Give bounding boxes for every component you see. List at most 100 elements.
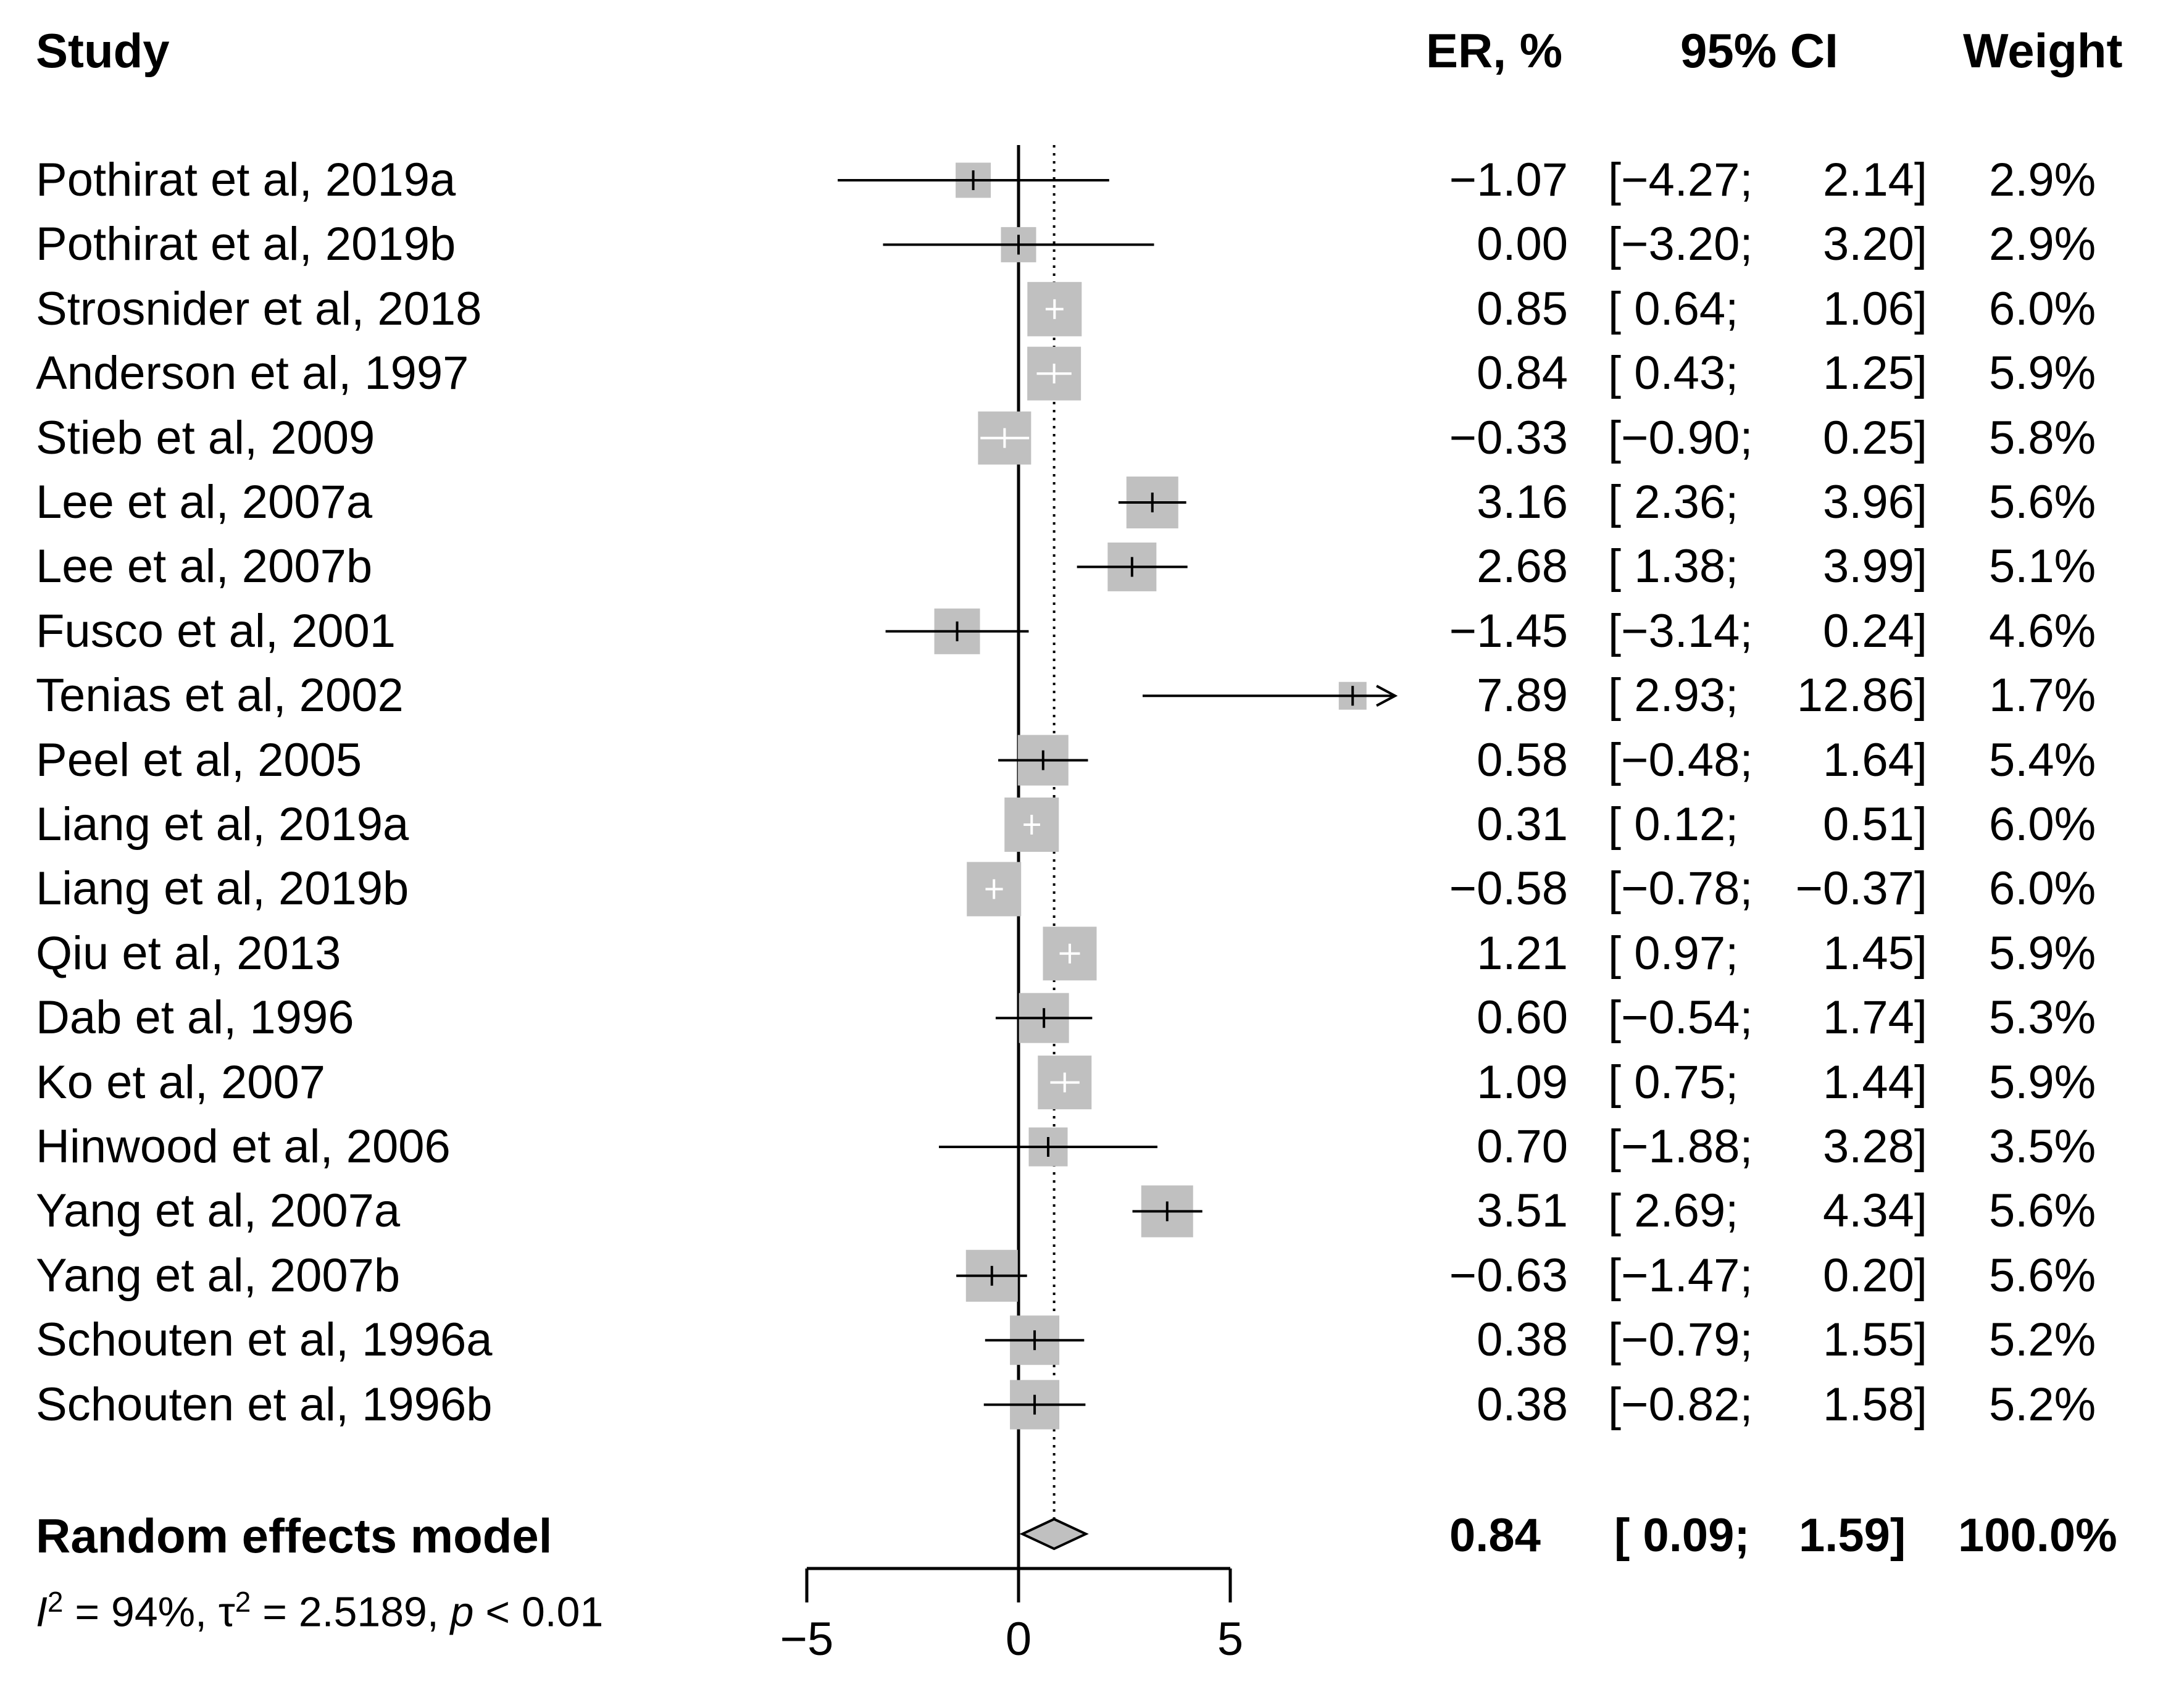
study-ci-high: 3.28] bbox=[1822, 1120, 1927, 1173]
study-ci-low: [ 0.75; bbox=[1608, 1056, 1739, 1109]
study-weight: 2.9% bbox=[1989, 218, 2096, 271]
study-weight: 5.8% bbox=[1989, 411, 2096, 464]
study-ci-high: 12.86] bbox=[1796, 669, 1927, 722]
summary-ci-low: [ 0.09; bbox=[1614, 1509, 1750, 1562]
study-ci-high: −0.37] bbox=[1795, 862, 1927, 915]
study-ci-low: [−4.27; bbox=[1608, 154, 1753, 206]
study-er: 1.09 bbox=[1477, 1056, 1568, 1109]
summary-weight: 100.0% bbox=[1958, 1509, 2117, 1562]
study-ci-high: 1.64] bbox=[1822, 733, 1927, 786]
study-weight: 5.9% bbox=[1989, 927, 2096, 980]
summary-label: Random effects model bbox=[36, 1509, 552, 1563]
study-ci-high: 3.20] bbox=[1822, 218, 1927, 271]
x-axis-tick-label: 0 bbox=[1006, 1613, 1031, 1665]
study-ci-low: [−3.14; bbox=[1608, 604, 1753, 657]
study-weight: 5.4% bbox=[1989, 733, 2096, 786]
study-er: 7.89 bbox=[1477, 669, 1568, 722]
study-ci-high: 3.96] bbox=[1822, 476, 1927, 528]
heterogeneity-stats: I2 = 94%, τ2 = 2.5189, p < 0.01 bbox=[36, 1571, 603, 1643]
study-weight: 5.6% bbox=[1989, 1249, 2096, 1302]
study-ci-high: 2.14] bbox=[1822, 154, 1927, 206]
ci-overflow-arrow bbox=[1376, 685, 1398, 707]
x-axis-tick-label: 5 bbox=[1217, 1613, 1243, 1665]
x-axis-tick-label: −5 bbox=[780, 1613, 834, 1665]
study-label: Fusco et al, 2001 bbox=[36, 604, 396, 657]
study-label: Pothirat et al, 2019b bbox=[36, 218, 456, 271]
study-ci-low: [−0.54; bbox=[1608, 991, 1753, 1044]
study-ci-high: 1.58] bbox=[1822, 1378, 1927, 1431]
study-er: −0.63 bbox=[1449, 1249, 1568, 1302]
summary-diamond bbox=[1019, 1517, 1089, 1551]
study-er: −0.33 bbox=[1449, 411, 1568, 464]
study-er: −1.07 bbox=[1449, 154, 1568, 206]
study-label: Peel et al, 2005 bbox=[36, 733, 362, 786]
study-weight: 6.0% bbox=[1989, 862, 2096, 915]
study-ci-low: [ 0.43; bbox=[1608, 347, 1739, 400]
study-weight: 5.6% bbox=[1989, 1185, 2096, 1238]
study-er: 0.84 bbox=[1477, 347, 1568, 400]
study-ci-high: 1.06] bbox=[1822, 282, 1927, 335]
study-label: Yang et al, 2007b bbox=[36, 1249, 401, 1302]
header-ci: 95% CI bbox=[1680, 23, 1838, 78]
i2-symbol: I bbox=[36, 1588, 48, 1636]
study-er: 0.60 bbox=[1477, 991, 1568, 1044]
p-value: < 0.01 bbox=[473, 1588, 604, 1636]
study-weight: 3.5% bbox=[1989, 1120, 2096, 1173]
study-ci-low: [ 1.38; bbox=[1608, 540, 1739, 593]
header-weight: Weight bbox=[1963, 23, 2123, 78]
study-weight: 6.0% bbox=[1989, 282, 2096, 335]
study-weight: 5.1% bbox=[1989, 540, 2096, 593]
i2-value: = 94%, bbox=[63, 1588, 219, 1636]
study-label: Qiu et al, 2013 bbox=[36, 927, 341, 980]
study-ci-low: [−0.78; bbox=[1608, 862, 1753, 915]
study-er: 0.38 bbox=[1477, 1378, 1568, 1431]
study-ci-low: [ 0.64; bbox=[1608, 282, 1739, 335]
study-er: 0.00 bbox=[1477, 218, 1568, 271]
study-ci-low: [ 2.36; bbox=[1608, 476, 1739, 528]
study-ci-high: 4.34] bbox=[1822, 1185, 1927, 1238]
study-weight: 2.9% bbox=[1989, 154, 2096, 206]
header-study: Study bbox=[36, 23, 170, 78]
study-er: 1.21 bbox=[1477, 927, 1568, 980]
study-label: Stieb et al, 2009 bbox=[36, 411, 375, 464]
study-er: 0.85 bbox=[1477, 282, 1568, 335]
study-label: Liang et al, 2019a bbox=[36, 798, 409, 851]
study-ci-high: 1.44] bbox=[1822, 1056, 1927, 1109]
study-ci-high: 0.25] bbox=[1822, 411, 1927, 464]
study-weight: 5.6% bbox=[1989, 476, 2096, 528]
study-ci-high: 0.51] bbox=[1822, 798, 1927, 851]
study-ci-low: [−3.20; bbox=[1608, 218, 1753, 271]
study-ci-low: [−0.82; bbox=[1608, 1378, 1753, 1431]
study-ci-high: 0.24] bbox=[1822, 604, 1927, 657]
summary-ci-high: 1.59] bbox=[1799, 1509, 1906, 1562]
study-label: Lee et al, 2007a bbox=[36, 476, 373, 528]
study-label: Strosnider et al, 2018 bbox=[36, 282, 482, 335]
study-label: Dab et al, 1996 bbox=[36, 991, 354, 1044]
study-weight: 1.7% bbox=[1989, 669, 2096, 722]
study-ci-low: [ 2.69; bbox=[1608, 1185, 1739, 1238]
study-label: Ko et al, 2007 bbox=[36, 1056, 326, 1109]
study-weight: 6.0% bbox=[1989, 798, 2096, 851]
study-label: Anderson et al, 1997 bbox=[36, 347, 469, 400]
study-label: Yang et al, 2007a bbox=[36, 1185, 401, 1238]
study-er: 0.58 bbox=[1477, 733, 1568, 786]
tau-value: = 2.5189, bbox=[251, 1588, 451, 1636]
study-weight: 4.6% bbox=[1989, 604, 2096, 657]
study-er: 0.38 bbox=[1477, 1314, 1568, 1367]
study-ci-high: 1.25] bbox=[1822, 347, 1927, 400]
study-label: Lee et al, 2007b bbox=[36, 540, 373, 593]
study-er: 0.31 bbox=[1477, 798, 1568, 851]
p-symbol: p bbox=[450, 1588, 474, 1636]
study-ci-low: [−1.88; bbox=[1608, 1120, 1753, 1173]
study-ci-low: [ 0.12; bbox=[1608, 798, 1739, 851]
study-ci-high: 1.45] bbox=[1822, 927, 1927, 980]
tau-sup: 2 bbox=[235, 1586, 251, 1618]
study-label: Liang et al, 2019b bbox=[36, 862, 409, 915]
study-ci-high: 3.99] bbox=[1822, 540, 1927, 593]
study-ci-low: [−0.90; bbox=[1608, 411, 1753, 464]
summary-er: 0.84 bbox=[1449, 1509, 1541, 1562]
study-label: Schouten et al, 1996b bbox=[36, 1378, 493, 1431]
study-er: −1.45 bbox=[1449, 604, 1568, 657]
study-weight: 5.9% bbox=[1989, 1056, 2096, 1109]
study-er: 3.51 bbox=[1477, 1185, 1568, 1238]
